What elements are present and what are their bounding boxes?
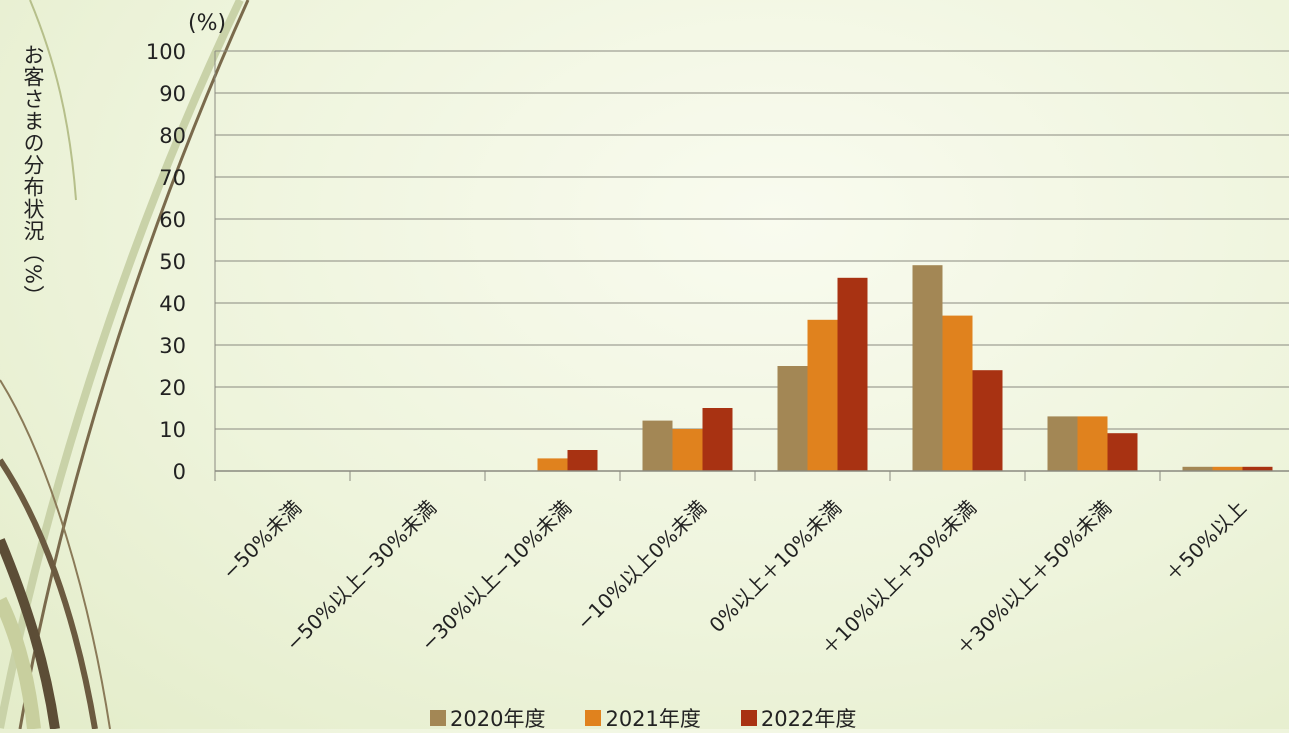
bar <box>702 408 733 471</box>
bar <box>672 429 703 471</box>
y-axis-title: お客さまの分布状況（%） <box>21 44 45 307</box>
x-tick-label: ＋10%以上＋30%未満 <box>816 496 981 661</box>
bar <box>567 450 598 471</box>
y-tick-label: 0 <box>173 460 186 484</box>
y-tick-labels: 0 10 20 30 40 50 60 70 80 90 100 <box>146 40 186 484</box>
y-tick-label: 70 <box>159 166 186 190</box>
y-tick-label: 90 <box>159 82 186 106</box>
legend-item: 2022年度 <box>740 703 857 733</box>
bar <box>837 277 868 471</box>
legend-item: 2020年度 <box>430 703 545 733</box>
bar <box>1182 466 1213 471</box>
x-tick-label: −10%以上0%未満 <box>572 496 711 635</box>
bar <box>1077 416 1108 471</box>
bar <box>1212 466 1243 471</box>
bar <box>942 315 973 471</box>
bars <box>537 265 1273 471</box>
legend-swatch <box>585 710 602 726</box>
x-tick-label: ＋30%以上＋50%未満 <box>951 496 1116 661</box>
y-tick-label: 10 <box>159 418 186 442</box>
legend-label: 2020年度 <box>450 707 546 731</box>
bar <box>537 458 568 471</box>
x-tick-label: −30%以上−10%未満 <box>416 496 576 656</box>
y-tick-label: 20 <box>159 376 186 400</box>
y-tick-label: 100 <box>146 40 186 64</box>
bar <box>642 420 673 471</box>
bar <box>777 366 808 471</box>
y-tick-label: 40 <box>159 292 186 316</box>
x-tick-label: −50%未満 <box>217 496 306 585</box>
bar <box>1107 433 1138 471</box>
legend-swatch <box>430 710 446 726</box>
y-tick-label: 30 <box>159 334 186 358</box>
legend-label: 2021年度 <box>605 707 701 731</box>
y-tick-label: 50 <box>159 250 186 274</box>
gridlines <box>214 50 1289 471</box>
bar <box>972 370 1003 471</box>
legend-swatch <box>740 710 757 726</box>
legend-label: 2022年度 <box>760 707 857 731</box>
legend-item: 2021年度 <box>585 703 701 733</box>
y-tick-label: 60 <box>159 208 186 232</box>
legend: 2020年度 2021年度 2022年度 <box>430 703 857 733</box>
y-tick-label: 80 <box>159 124 186 148</box>
bar <box>807 319 838 471</box>
x-tick-label: −50%以上−30%未満 <box>281 496 441 656</box>
x-tick-label: ＋50%以上 <box>1160 496 1251 587</box>
x-axis <box>214 470 1289 481</box>
x-tick-labels: −50%未満−50%以上−30%未満−30%以上−10%未満−10%以上0%未満… <box>217 496 1251 661</box>
bar <box>1047 416 1078 471</box>
x-tick-label: 0%以上＋10%未満 <box>704 496 846 638</box>
y-unit-label: (%) <box>188 11 226 36</box>
bar <box>912 265 943 471</box>
bar <box>1242 466 1273 471</box>
